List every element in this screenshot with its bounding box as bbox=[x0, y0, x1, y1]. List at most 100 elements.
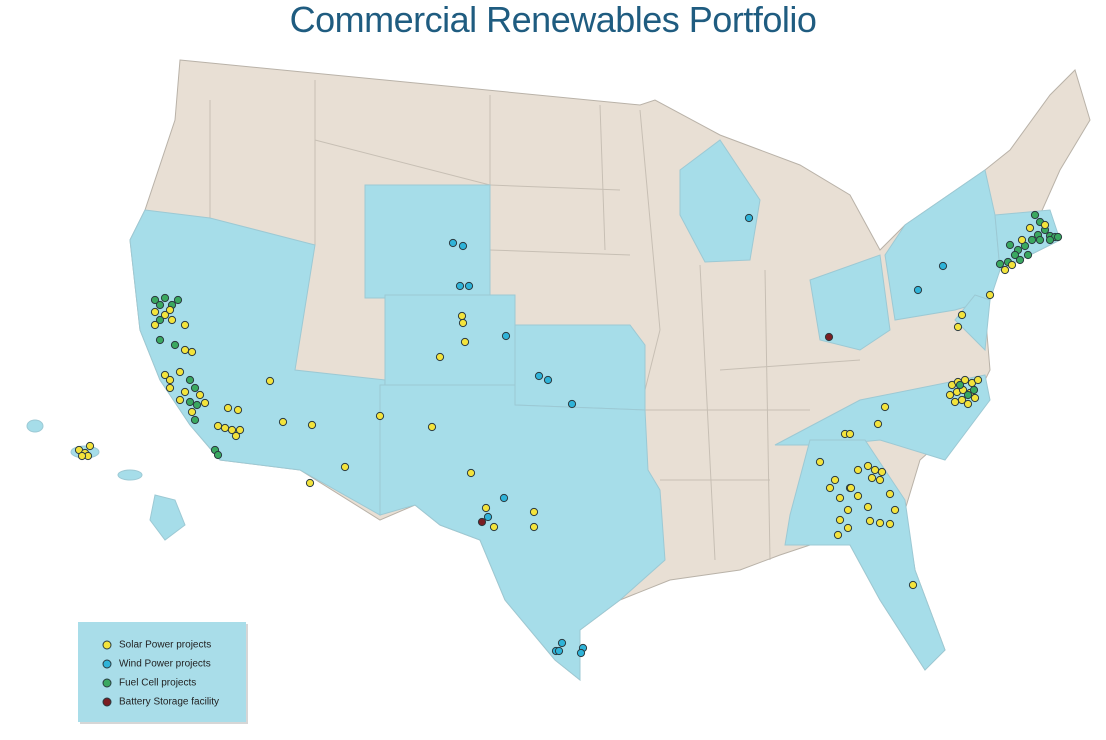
solar-dot bbox=[865, 516, 875, 526]
solar-dot bbox=[227, 425, 237, 435]
solar-dot bbox=[160, 370, 170, 380]
fuel-cell-dot bbox=[963, 390, 973, 400]
fuel-cell-dot bbox=[150, 295, 160, 305]
solar-dot bbox=[815, 457, 825, 467]
solar-dot bbox=[845, 429, 855, 439]
fuel-cell-dot bbox=[213, 450, 223, 460]
solar-dot bbox=[187, 347, 197, 357]
fuel-cell-dot bbox=[1010, 250, 1020, 260]
solar-dot bbox=[175, 367, 185, 377]
solar-dot bbox=[180, 387, 190, 397]
solar-dot bbox=[950, 397, 960, 407]
solar-dot bbox=[460, 337, 470, 347]
fuel-cell-dot bbox=[170, 340, 180, 350]
solar-dot bbox=[908, 580, 918, 590]
fuel-cell-dot bbox=[190, 383, 200, 393]
solar-dot bbox=[150, 307, 160, 317]
fuel-cell-dot bbox=[190, 415, 200, 425]
solar-dot bbox=[985, 290, 995, 300]
fuel-cell-dot bbox=[185, 397, 195, 407]
wind-dot bbox=[464, 281, 474, 291]
solar-dot bbox=[458, 318, 468, 328]
fuel-cell-dot bbox=[155, 335, 165, 345]
wind-dot bbox=[913, 285, 923, 295]
solar-dot bbox=[175, 395, 185, 405]
solar-dot bbox=[457, 311, 467, 321]
solar-dot bbox=[1040, 220, 1050, 230]
solar-dot bbox=[957, 395, 967, 405]
solar-dot bbox=[875, 518, 885, 528]
solar-dot bbox=[873, 419, 883, 429]
solar-dot bbox=[278, 417, 288, 427]
legend-label: Solar Power projects bbox=[119, 640, 211, 651]
fuel-cell-dot bbox=[192, 400, 202, 410]
solar-dot bbox=[187, 407, 197, 417]
battery-dot bbox=[477, 517, 487, 527]
solar-dot bbox=[165, 305, 175, 315]
solar-dot bbox=[830, 475, 840, 485]
solar-dot bbox=[180, 345, 190, 355]
wind-dot bbox=[501, 331, 511, 341]
fuel-cell-dot bbox=[1023, 250, 1033, 260]
fuel-cell-dot bbox=[1030, 210, 1040, 220]
solar-dot bbox=[846, 483, 856, 493]
solar-dot bbox=[235, 425, 245, 435]
solar-dot bbox=[853, 465, 863, 475]
solar-dot bbox=[223, 403, 233, 413]
solar-dot bbox=[885, 519, 895, 529]
solar-dot bbox=[307, 420, 317, 430]
solar-dot bbox=[375, 411, 385, 421]
solar-dot bbox=[466, 468, 476, 478]
solar-dot bbox=[1000, 265, 1010, 275]
solar-dot bbox=[953, 322, 963, 332]
solar-dot bbox=[165, 383, 175, 393]
solar-dot bbox=[963, 399, 973, 409]
solar-dot bbox=[481, 503, 491, 513]
solar-dot bbox=[265, 376, 275, 386]
fuel-cell-dot bbox=[955, 380, 965, 390]
solar-dot bbox=[825, 483, 835, 493]
solar-dot bbox=[529, 522, 539, 532]
solar-dot bbox=[863, 502, 873, 512]
solar-dot bbox=[890, 505, 900, 515]
legend-swatch bbox=[102, 678, 112, 688]
solar-dot bbox=[843, 505, 853, 515]
legend-swatch bbox=[102, 659, 112, 669]
wind-dot bbox=[483, 512, 493, 522]
solar-dot bbox=[835, 515, 845, 525]
wind-dot bbox=[576, 648, 586, 658]
fuel-cell-dot bbox=[1045, 235, 1055, 245]
solar-dot bbox=[77, 451, 87, 461]
fuel-cell-dot bbox=[160, 293, 170, 303]
solar-dot bbox=[213, 421, 223, 431]
solar-dot bbox=[160, 310, 170, 320]
legend-label: Wind Power projects bbox=[119, 659, 211, 670]
fuel-cell-dot bbox=[1015, 255, 1025, 265]
solar-dot bbox=[231, 431, 241, 441]
solar-dot bbox=[489, 522, 499, 532]
fuel-cell-dot bbox=[995, 259, 1005, 269]
wind-dot bbox=[554, 646, 564, 656]
solar-dot bbox=[220, 423, 230, 433]
fuel-cell-dot bbox=[155, 300, 165, 310]
solar-dot bbox=[960, 375, 970, 385]
legend-swatch bbox=[102, 640, 112, 650]
legend-label: Fuel Cell projects bbox=[119, 678, 196, 689]
solar-dot bbox=[875, 475, 885, 485]
wind-dot bbox=[543, 375, 553, 385]
wind-dot bbox=[458, 241, 468, 251]
wind-dot bbox=[938, 261, 948, 271]
legend-swatch bbox=[102, 697, 112, 707]
title: Commercial Renewables Portfolio bbox=[289, 0, 817, 40]
solar-dot bbox=[435, 352, 445, 362]
wind-dot bbox=[448, 238, 458, 248]
wind-dot bbox=[455, 281, 465, 291]
solar-dot bbox=[833, 530, 843, 540]
fuel-cell-dot bbox=[969, 385, 979, 395]
solar-dot bbox=[195, 390, 205, 400]
solar-dot bbox=[200, 398, 210, 408]
solar-dot bbox=[880, 402, 890, 412]
wind-dot bbox=[557, 638, 567, 648]
